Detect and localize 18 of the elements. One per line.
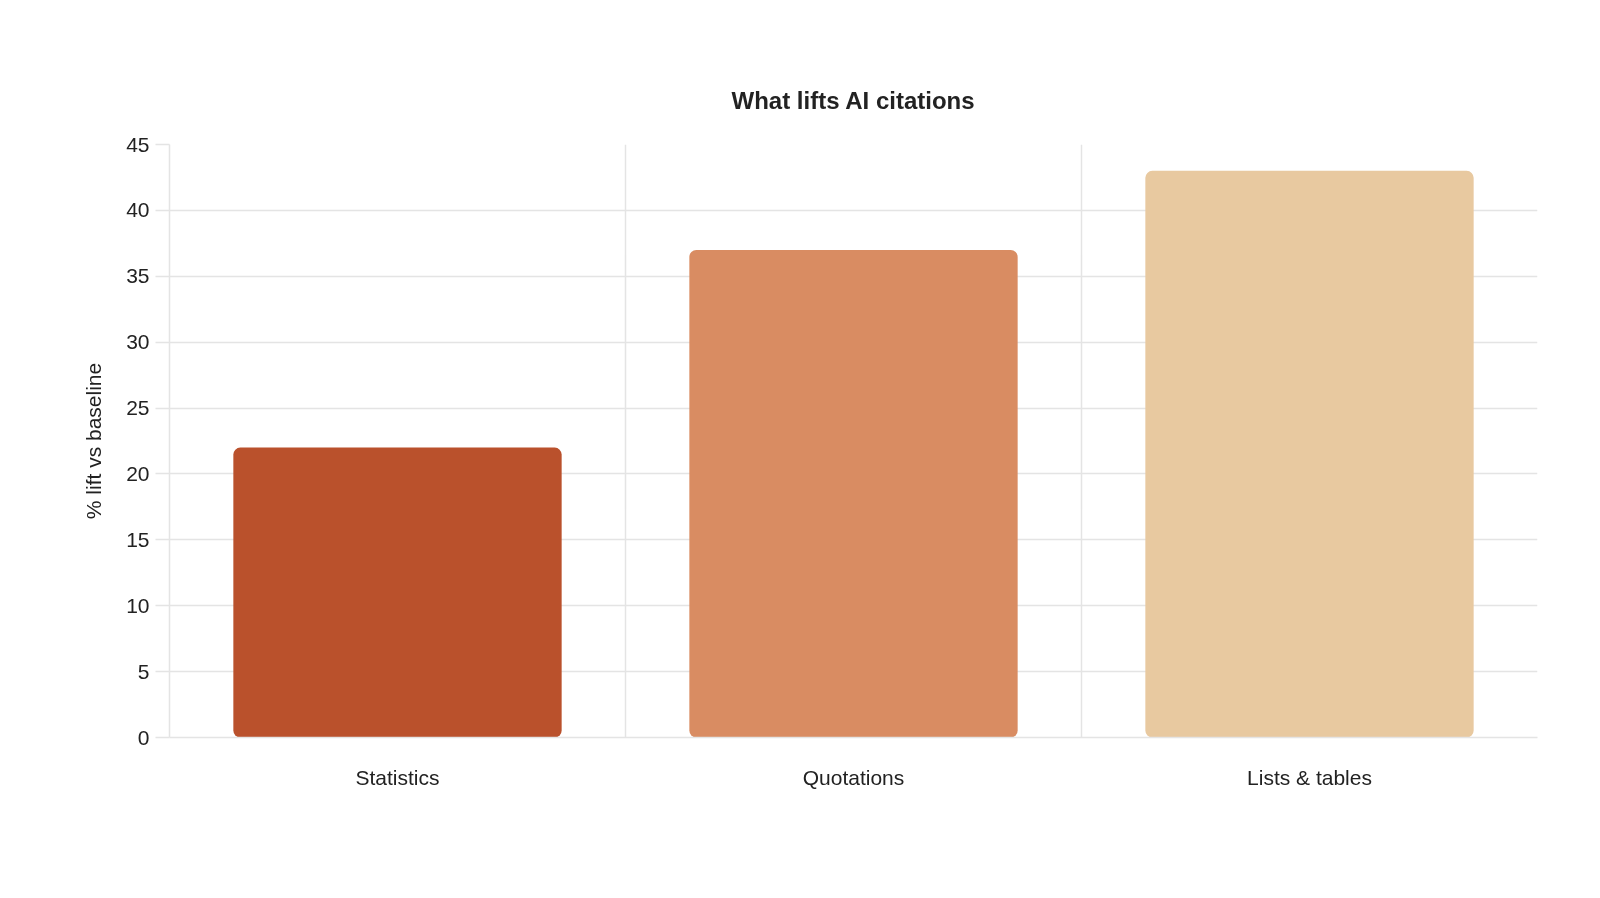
x-tick-label: Lists & tables [1247,765,1372,789]
y-tick-label: 45 [126,132,150,156]
x-tick-label: Statistics [355,765,440,789]
y-tick-label: 20 [126,461,150,485]
y-axis-title: % lift vs baseline [82,362,106,520]
chart-title: What lifts AI citations [731,86,975,114]
bar [689,249,1018,738]
y-tick-label: 30 [126,330,150,354]
x-tick-label: Quotations [802,765,905,789]
y-tick-label: 25 [126,396,150,420]
bar [233,447,562,738]
bar [1145,170,1474,738]
y-tick-label: 10 [126,593,150,617]
y-tick-label: 35 [126,264,150,288]
y-tick-label: 15 [126,527,150,551]
y-tick-label: 40 [126,198,150,222]
y-tick-label: 0 [137,725,150,749]
y-tick-label: 5 [137,659,150,683]
